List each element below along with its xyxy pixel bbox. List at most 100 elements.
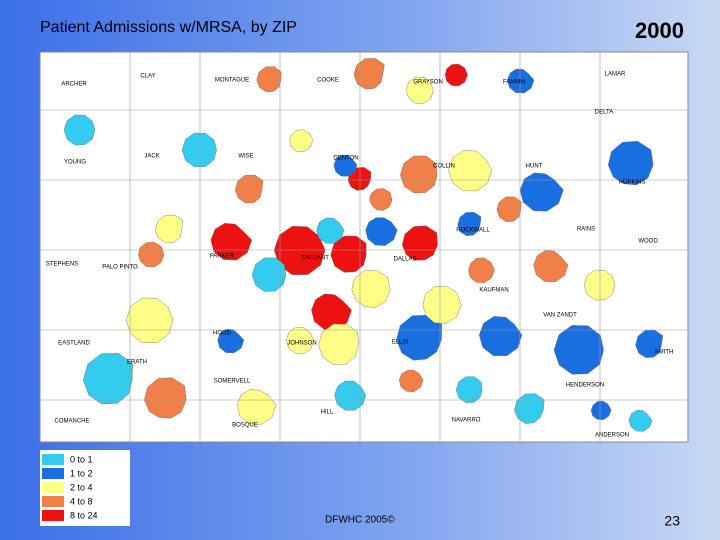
county-label: STEPHENS bbox=[46, 262, 78, 268]
zip-region bbox=[234, 174, 264, 204]
zip-region bbox=[590, 400, 612, 421]
zip-region bbox=[468, 257, 495, 284]
zip-region bbox=[607, 141, 654, 186]
county-label: WISE bbox=[238, 154, 253, 160]
zip-region bbox=[507, 68, 535, 94]
county-label: HUNT bbox=[526, 164, 543, 170]
zip-region bbox=[285, 327, 314, 354]
zip-region bbox=[125, 297, 174, 344]
county-label: DENTON bbox=[333, 156, 358, 162]
county-label: DALLAS bbox=[393, 257, 416, 263]
zip-region bbox=[444, 63, 468, 87]
legend-label: 1 to 2 bbox=[70, 468, 93, 478]
zip-region bbox=[448, 150, 492, 192]
county-label: SMITH bbox=[655, 350, 674, 356]
county-label: ELLIS bbox=[392, 340, 408, 346]
county-label: GRAYSON bbox=[413, 80, 443, 86]
legend-label: 4 to 8 bbox=[70, 496, 93, 506]
zip-region bbox=[478, 316, 523, 357]
zip-region bbox=[63, 114, 96, 146]
county-label: EASTLAND bbox=[58, 341, 90, 347]
county-label: LAMAR bbox=[605, 72, 626, 78]
county-label: JACK bbox=[144, 154, 159, 160]
county-label: NAVARRO bbox=[452, 418, 481, 424]
legend-label: 2 to 4 bbox=[70, 482, 93, 492]
zip-regions bbox=[63, 58, 664, 432]
zip-region bbox=[351, 269, 391, 308]
zip-region bbox=[330, 235, 367, 273]
zip-region bbox=[533, 250, 569, 283]
zip-region bbox=[210, 223, 253, 261]
zip-region bbox=[405, 76, 434, 104]
county-label: TARRANT bbox=[301, 256, 329, 262]
legend-label: 0 to 1 bbox=[70, 454, 93, 464]
zip-region bbox=[289, 129, 314, 152]
zip-region bbox=[401, 225, 438, 261]
legend-swatch bbox=[42, 454, 64, 465]
zip-region bbox=[422, 285, 462, 324]
county-label: WOOD bbox=[638, 239, 658, 245]
county-label: COLLIN bbox=[433, 164, 455, 170]
legend: 0 to 1 1 to 2 2 to 4 4 to 8 8 to 24 bbox=[42, 454, 98, 521]
county-label: HENDERSON bbox=[566, 383, 604, 389]
county-label: COOKE bbox=[317, 78, 339, 84]
county-label: VAN ZANDT bbox=[543, 313, 577, 319]
legend-label: 8 to 24 bbox=[70, 510, 98, 520]
zip-region bbox=[316, 217, 345, 244]
county-label: SOMERVELL bbox=[214, 379, 251, 385]
zip-region bbox=[365, 217, 398, 246]
zip-region bbox=[553, 325, 604, 375]
county-label: BOSQUE bbox=[232, 423, 258, 429]
title: Patient Admissions w/MRSA, by ZIP bbox=[40, 19, 297, 36]
year: 2000 bbox=[635, 18, 684, 43]
county-label: COMANCHE bbox=[54, 419, 89, 425]
zip-region bbox=[217, 328, 245, 354]
zip-region bbox=[455, 376, 483, 403]
county-label: RAINS bbox=[577, 227, 595, 233]
zip-region bbox=[318, 323, 359, 365]
county-label: DELTA bbox=[595, 110, 613, 116]
zip-region bbox=[583, 269, 616, 301]
county-label: ERATH bbox=[127, 360, 147, 366]
zip-region bbox=[256, 66, 282, 93]
county-label: PARKER bbox=[210, 254, 235, 260]
zip-region bbox=[496, 196, 522, 222]
county-labels: CLAY MONTAGUE COOKE GRAYSON FANNIN LAMAR ARCHE… bbox=[46, 72, 674, 439]
county-label: ARCHER bbox=[61, 82, 87, 88]
page-number: 23 bbox=[664, 513, 680, 529]
county-label: MONTAGUE bbox=[215, 78, 249, 84]
legend-swatch bbox=[42, 468, 64, 479]
county-label: HOPKINS bbox=[618, 180, 645, 186]
zip-region bbox=[457, 211, 482, 236]
zip-region bbox=[138, 241, 165, 268]
zip-region bbox=[635, 329, 664, 358]
legend-swatch bbox=[42, 482, 64, 493]
credit: DFWHC 2005© bbox=[325, 515, 395, 526]
county-label: ROCKWALL bbox=[456, 228, 490, 234]
grid-lines bbox=[40, 52, 688, 442]
zip-region bbox=[398, 369, 424, 393]
zip-region bbox=[155, 214, 184, 244]
county-label: FANNIN bbox=[503, 80, 525, 86]
zip-region bbox=[369, 188, 393, 211]
zip-region bbox=[514, 393, 545, 424]
county-label: CLAY bbox=[140, 74, 155, 80]
county-label: HILL bbox=[321, 410, 334, 416]
county-label: HOOD bbox=[213, 331, 232, 337]
zip-region bbox=[353, 58, 385, 90]
zip-region bbox=[181, 132, 217, 168]
zip-region bbox=[628, 409, 653, 432]
zip-region bbox=[400, 155, 438, 194]
county-lines bbox=[40, 52, 688, 442]
county-label: PALO PINTO bbox=[102, 265, 138, 271]
legend-swatch bbox=[42, 510, 64, 521]
zip-region bbox=[334, 380, 367, 411]
county-label: YOUNG bbox=[64, 160, 86, 166]
county-label: KAUFMAN bbox=[479, 288, 508, 294]
legend-swatch bbox=[42, 496, 64, 507]
zip-region bbox=[236, 389, 277, 425]
county-label: JOHNSON bbox=[287, 341, 316, 347]
zip-region bbox=[251, 257, 287, 292]
